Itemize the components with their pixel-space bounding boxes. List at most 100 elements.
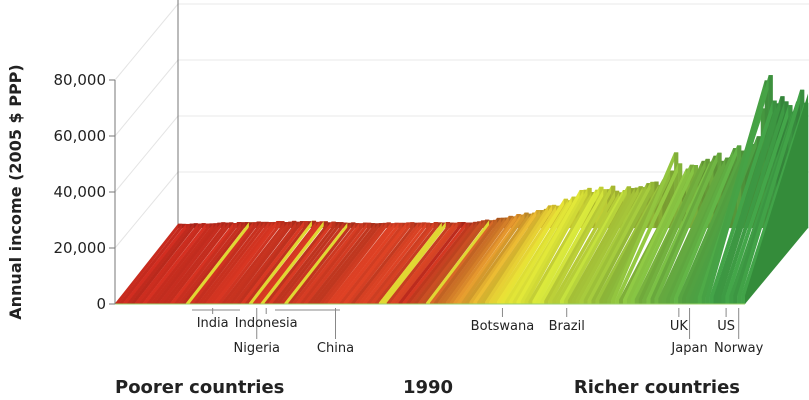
country-bar [737, 89, 805, 304]
country-bar [433, 217, 501, 304]
country-bar [465, 213, 533, 304]
country-bar [410, 221, 478, 304]
country-bar [552, 190, 619, 304]
country-bar [508, 196, 576, 304]
country-bar [339, 222, 407, 304]
country-bar [477, 210, 545, 304]
country-bar [304, 222, 371, 304]
country-bar [473, 210, 541, 304]
y-axis-label: Annual income (2005 $ PPP) [6, 64, 25, 319]
richer-countries-label: Richer countries [574, 377, 740, 398]
gridline-diagonal [114, 115, 179, 193]
country-bar [307, 223, 375, 304]
country-bar [201, 221, 269, 304]
country-bar [615, 163, 682, 304]
country-bar [154, 222, 222, 304]
country-bar [178, 222, 245, 304]
country-bar [398, 222, 466, 304]
country-label-botswana: Botswana [471, 319, 535, 334]
country-bar [674, 145, 742, 304]
country-labels: India Nigeria Indonesia China Botswana Brazil… [192, 308, 764, 356]
country-bar [217, 221, 285, 304]
country-bar [237, 221, 304, 304]
country-bar [126, 223, 194, 304]
country-bar [343, 222, 411, 304]
country-bar [524, 187, 592, 304]
country-label-us: US [717, 319, 735, 334]
y-ticks: 0 20,000 40,000 60,000 80,000 [54, 71, 115, 313]
bars [115, 75, 809, 305]
country-bar [563, 186, 631, 304]
country-bar [122, 223, 190, 304]
country-bar [516, 189, 584, 304]
country-bar [721, 101, 789, 305]
country-label-norway: Norway [714, 341, 764, 356]
country-bar [370, 222, 438, 304]
country-bar [662, 157, 730, 304]
country-bar [252, 221, 320, 304]
y-tick-label: 20,000 [54, 239, 107, 257]
country-bar [406, 222, 474, 304]
country-bar [118, 223, 186, 304]
country-bar [162, 222, 230, 304]
country-bar [418, 220, 486, 304]
country-bar [331, 222, 399, 304]
country-bar [402, 222, 470, 304]
country-bar [150, 223, 218, 304]
country-bar [709, 100, 777, 304]
gridline-diagonal [114, 171, 179, 249]
y-tick-label: 80,000 [54, 71, 107, 89]
country-label-india: India [197, 316, 229, 331]
country-label-japan: Japan [670, 341, 707, 356]
country-bar [367, 223, 434, 304]
country-bar [445, 215, 513, 304]
country-bar [181, 222, 249, 304]
country-bar [205, 222, 273, 304]
country-bar [221, 222, 289, 304]
country-bar [642, 158, 710, 304]
year-label: 1990 [403, 377, 453, 398]
country-bar [363, 222, 430, 304]
country-bar [374, 222, 442, 304]
y-tick-label: 40,000 [54, 183, 107, 201]
country-bar [725, 105, 793, 305]
country-bar [229, 220, 297, 304]
country-bar [209, 221, 277, 304]
country-bar [138, 223, 206, 304]
poorer-countries-label: Poorer countries [115, 377, 284, 398]
country-bar [382, 222, 450, 304]
country-bar [142, 223, 210, 304]
country-bar [422, 219, 490, 304]
country-bar [355, 222, 423, 304]
country-bar [170, 222, 238, 304]
country-bar [414, 221, 482, 304]
country-bar [705, 75, 773, 305]
country-bar [587, 181, 655, 304]
country-bar [225, 221, 293, 304]
country-bar [197, 221, 265, 304]
country-bar [359, 222, 427, 304]
country-bar [248, 220, 316, 304]
country-bar [260, 221, 328, 304]
country-bar [288, 222, 356, 304]
country-bar [319, 222, 387, 304]
country-bar [453, 214, 521, 304]
country-bar [630, 165, 698, 304]
country-label-uk: UK [670, 319, 689, 334]
country-bar [292, 223, 360, 304]
country-bar [394, 221, 462, 304]
country-bar [166, 222, 234, 304]
country-bar [264, 222, 332, 304]
country-bar [193, 221, 261, 304]
country-bar [244, 221, 312, 304]
country-bar [296, 223, 364, 304]
country-bar [654, 152, 722, 304]
country-bar [390, 222, 458, 304]
country-bar [323, 222, 391, 304]
country-label-china: China [317, 341, 354, 356]
country-bar [548, 185, 616, 304]
country-bar [426, 220, 493, 304]
country-bar [717, 96, 785, 304]
country-bar [268, 221, 336, 304]
country-bar [485, 205, 553, 304]
